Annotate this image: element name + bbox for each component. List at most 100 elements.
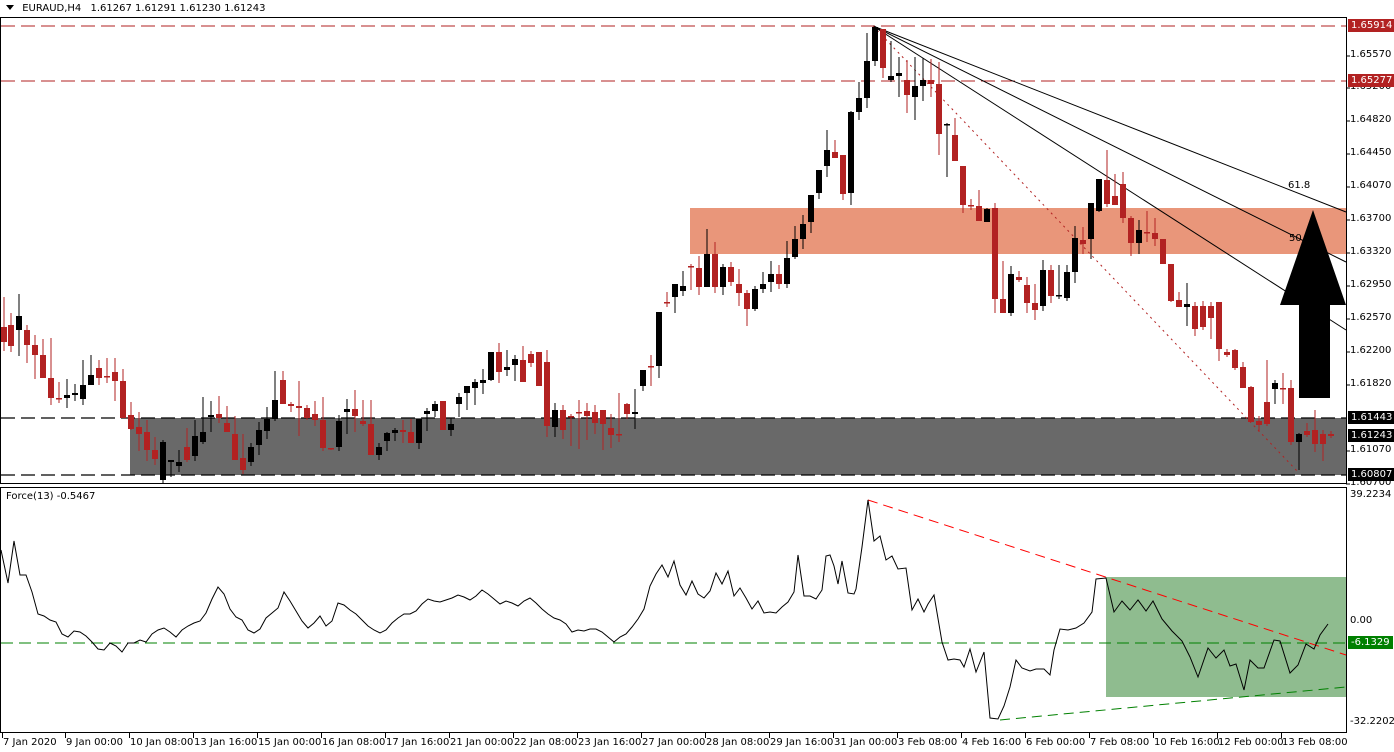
bear-candle (616, 434, 622, 436)
force-tick-label: 0.00 (1350, 615, 1373, 626)
bear-candle (240, 458, 246, 470)
price-tick-label: 1.65570 (1350, 49, 1392, 60)
resistance-zone (690, 208, 1346, 254)
bear-candle (576, 412, 582, 414)
bear-candle (136, 427, 142, 434)
force-tick-label: 39.2234 (1350, 489, 1392, 500)
bear-candle (928, 80, 934, 84)
bear-candle (368, 424, 374, 455)
time-tick-label: 31 Jan 00:00 (834, 737, 898, 748)
triangle-down-icon[interactable] (6, 5, 14, 10)
bear-candle (1048, 270, 1054, 296)
bull-candle (1184, 304, 1190, 307)
price-tag: 1.60807 (1348, 468, 1394, 481)
time-tick-label: 7 Jan 2020 (3, 737, 57, 748)
bull-candle (1056, 295, 1062, 297)
bear-candle (496, 352, 502, 372)
time-tick-label: 22 Jan 08:00 (514, 737, 578, 748)
bull-candle (192, 436, 198, 456)
bull-candle (464, 386, 470, 393)
bear-candle (104, 376, 110, 378)
bull-candle (920, 80, 926, 86)
bull-candle (336, 421, 342, 447)
bear-candle (408, 432, 414, 443)
bear-candle (152, 450, 158, 459)
bear-candle (1152, 233, 1158, 239)
price-tick-label: 1.62570 (1350, 312, 1392, 323)
bull-candle (504, 367, 510, 370)
bear-candle (352, 409, 358, 416)
bull-candle (1072, 238, 1078, 272)
bear-candle (832, 152, 838, 158)
bull-candle (448, 424, 454, 430)
bull-candle (208, 415, 214, 417)
bear-candle (1232, 350, 1238, 368)
bear-candle (32, 345, 38, 355)
time-tick-label: 3 Feb 08:00 (898, 737, 958, 748)
bull-candle (1064, 272, 1070, 298)
bear-candle (112, 372, 118, 381)
time-tick-label: 13 Jan 16:00 (194, 737, 258, 748)
bear-candle (568, 416, 574, 418)
bull-candle (824, 150, 830, 166)
bear-candle (960, 166, 966, 205)
price-tick-label: 1.62200 (1350, 345, 1392, 356)
bear-candle (776, 274, 782, 284)
bear-candle (1192, 306, 1198, 329)
bear-candle (1280, 388, 1286, 390)
chart-title: EURAUD,H4 1.61267 1.61291 1.61230 1.6124… (6, 3, 265, 14)
fib-fan-50 (872, 25, 1347, 263)
fib-fan-61-8 (872, 25, 1347, 213)
bear-candle (608, 428, 614, 435)
time-tick-label: 7 Feb 08:00 (1090, 737, 1150, 748)
time-tick-label: 10 Jan 08:00 (130, 737, 194, 748)
price-tick-label: 1.60700 (1350, 477, 1392, 488)
bear-candle (1168, 264, 1174, 301)
bull-candle (480, 380, 486, 383)
bear-candle (1024, 285, 1030, 303)
fib-fan-38-2 (872, 25, 1347, 331)
bear-candle (280, 380, 286, 404)
bull-candle (632, 412, 638, 414)
bull-candle (344, 409, 350, 412)
bear-candle (664, 302, 670, 304)
force-downtrend-line (867, 499, 1347, 656)
bull-candle (248, 447, 254, 462)
bull-candle (808, 195, 814, 222)
bull-candle (472, 382, 478, 388)
price-tag: 1.65914 (1348, 19, 1394, 32)
bull-candle (256, 430, 262, 445)
bull-candle (72, 393, 78, 395)
bear-candle (24, 330, 30, 345)
time-tick-label: 21 Jan 00:00 (450, 737, 514, 748)
bull-candle (456, 397, 462, 404)
bull-candle (872, 27, 878, 61)
price-tick-label: 1.64070 (1350, 180, 1392, 191)
bear-candle (1208, 306, 1214, 318)
bear-candle (1288, 388, 1294, 442)
bear-candle (360, 421, 366, 424)
bull-candle (16, 316, 22, 330)
price-downtrend-line (872, 25, 1299, 473)
time-tick-label: 28 Jan 08:00 (706, 737, 770, 748)
bear-candle (584, 411, 590, 416)
force-index-line (0, 499, 1329, 720)
bull-candle (552, 410, 558, 427)
bear-candle (1, 327, 7, 342)
bear-candle (992, 208, 998, 299)
bear-candle (328, 448, 334, 450)
bear-candle (976, 206, 982, 221)
bear-candle (1216, 302, 1222, 349)
time-tick-label: 29 Jan 16:00 (770, 737, 834, 748)
price-tick-label: 1.63320 (1350, 246, 1392, 257)
time-tick-label: 16 Jan 08:00 (322, 737, 386, 748)
bear-candle (736, 284, 742, 293)
bear-candle (128, 415, 134, 429)
time-tick-label: 13 Feb 08:00 (1282, 737, 1348, 748)
bear-candle (1128, 218, 1134, 243)
bull-candle (432, 404, 438, 411)
bull-candle (984, 209, 990, 222)
bull-candle (1136, 230, 1142, 243)
bull-candle (864, 61, 870, 98)
price-tick-label: 1.62950 (1350, 279, 1392, 290)
